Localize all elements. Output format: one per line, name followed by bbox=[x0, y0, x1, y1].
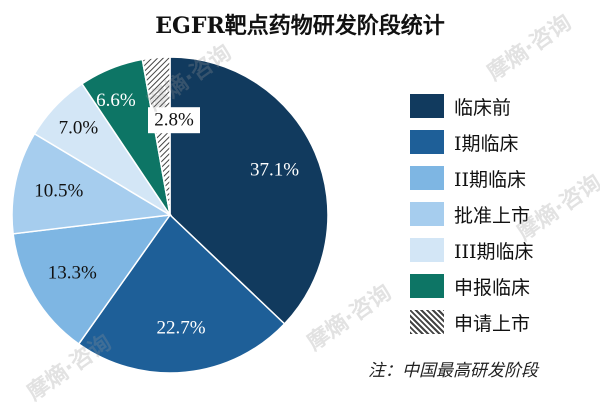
legend-label: 临床前 bbox=[454, 97, 512, 119]
legend-label: 申请上市 bbox=[454, 313, 531, 335]
legend-swatch bbox=[410, 274, 444, 298]
pie-slice-label: 6.6% bbox=[96, 90, 136, 111]
pie-label-background bbox=[148, 107, 200, 134]
legend-item: I期临床 bbox=[410, 126, 600, 162]
legend-swatch bbox=[410, 166, 444, 190]
pie-slice bbox=[141, 56, 171, 216]
pie-slice bbox=[169, 56, 329, 325]
legend-label: II期临床 bbox=[454, 169, 527, 191]
chart-title: EGFR靶点药物研发阶段统计 bbox=[155, 13, 445, 39]
legend-label: 申报临床 bbox=[454, 277, 531, 299]
legend-item: 申报临床 bbox=[410, 270, 600, 306]
legend-swatch bbox=[410, 202, 444, 226]
legend-item: 申请上市 bbox=[410, 306, 600, 342]
pie-slice-label: 7.0% bbox=[59, 117, 99, 138]
pie-slice-label: 22.7% bbox=[157, 318, 206, 339]
pie-slice-label: 13.3% bbox=[48, 263, 97, 284]
pie-slice bbox=[11, 132, 173, 235]
pie-slice bbox=[77, 213, 286, 374]
legend-swatch bbox=[410, 94, 444, 118]
legend-item: II期临床 bbox=[410, 162, 600, 198]
pie-slice bbox=[12, 214, 172, 346]
source-note: 注：中国最高研发阶段 bbox=[368, 361, 538, 381]
legend-item: III期临床 bbox=[410, 234, 600, 270]
legend-swatch bbox=[410, 310, 444, 334]
pie-slice-label: 37.1% bbox=[250, 160, 299, 181]
legend-item: 批准上市 bbox=[410, 198, 600, 234]
legend-item: 临床前 bbox=[410, 90, 600, 126]
legend-label: I期临床 bbox=[454, 133, 519, 155]
pie-labels: 37.1% 22.7% 13.3% 10.5% 7.0% 6.6% 2.8% bbox=[34, 90, 299, 339]
legend-swatch bbox=[410, 130, 444, 154]
legend-swatch bbox=[410, 238, 444, 262]
pie-slice-label: 10.5% bbox=[34, 181, 83, 202]
legend: 临床前 I期临床 II期临床批准上市 III期临床 申报临床申请上市 bbox=[410, 90, 600, 342]
pie-slices bbox=[11, 56, 329, 374]
legend-label: 批准上市 bbox=[454, 205, 531, 227]
legend-label: III期临床 bbox=[454, 241, 534, 263]
pie-slice-label: 2.8% bbox=[154, 110, 194, 131]
